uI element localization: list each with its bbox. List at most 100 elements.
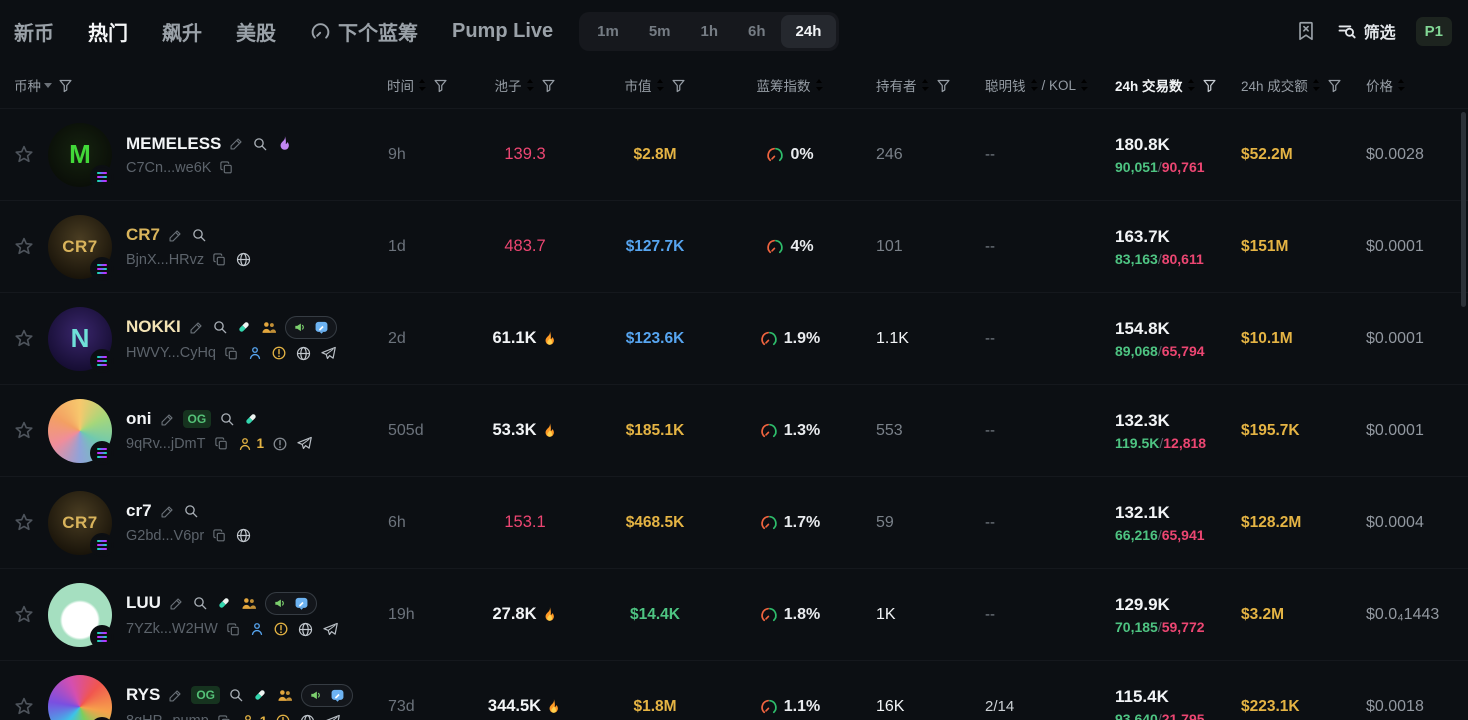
- scrollbar-thumb[interactable]: [1461, 112, 1466, 307]
- favorite-star-button[interactable]: [12, 419, 36, 443]
- favorite-star-button[interactable]: [12, 511, 36, 535]
- funnel-icon[interactable]: [58, 78, 73, 93]
- copy-address-icon[interactable]: [212, 252, 227, 267]
- edit-pencil-icon[interactable]: [168, 688, 183, 703]
- sort-icon[interactable]: [815, 78, 823, 92]
- table-row[interactable]: M MEMELESS OG C7C: [0, 108, 1468, 200]
- telegram-icon[interactable]: [324, 713, 341, 720]
- edit-pencil-icon[interactable]: [229, 136, 244, 151]
- column-header-bluechip[interactable]: 蓝筹指数: [720, 75, 860, 95]
- search-token-icon[interactable]: [219, 411, 235, 427]
- funnel-icon[interactable]: [936, 78, 951, 93]
- warning-icon[interactable]: [271, 345, 287, 361]
- copy-address-icon[interactable]: [214, 436, 229, 451]
- sort-icon[interactable]: [1187, 78, 1195, 92]
- bookmark-dismiss-button[interactable]: [1295, 20, 1317, 42]
- creator-person-icon[interactable]: [237, 436, 253, 452]
- nav-tab[interactable]: 飙升: [162, 17, 202, 46]
- token-name[interactable]: CR7: [126, 225, 161, 244]
- search-token-icon[interactable]: [212, 319, 228, 335]
- table-row[interactable]: RYS OG 8gHP...pump 1: [0, 660, 1468, 720]
- nav-tab[interactable]: 热门: [88, 17, 128, 46]
- warning-icon[interactable]: [275, 713, 291, 720]
- sort-icon[interactable]: [526, 78, 534, 92]
- table-row[interactable]: LUU OG 7YZk...W2HW: [0, 568, 1468, 660]
- copy-address-icon[interactable]: [226, 622, 241, 637]
- nav-tab[interactable]: Pump Live: [452, 19, 554, 42]
- warning-icon[interactable]: [273, 621, 289, 637]
- funnel-icon[interactable]: [671, 78, 686, 93]
- funnel-icon[interactable]: [1327, 78, 1342, 93]
- creator-person-icon[interactable]: [240, 713, 256, 720]
- website-globe-icon[interactable]: [297, 621, 314, 638]
- time-filter-button[interactable]: 1m: [582, 15, 634, 48]
- token-name[interactable]: cr7: [126, 501, 152, 520]
- time-filter-button[interactable]: 6h: [733, 15, 781, 48]
- sort-icon[interactable]: [1312, 78, 1320, 92]
- table-row[interactable]: CR7 cr7 OG G2bd..: [0, 476, 1468, 568]
- copy-address-icon[interactable]: [212, 528, 227, 543]
- favorite-star-button[interactable]: [12, 143, 36, 167]
- search-token-icon[interactable]: [192, 595, 208, 611]
- edit-pencil-icon[interactable]: [169, 596, 184, 611]
- edit-pencil-icon[interactable]: [160, 504, 175, 519]
- telegram-icon[interactable]: [296, 435, 313, 452]
- filter-button[interactable]: 筛选: [1337, 19, 1396, 43]
- column-header-age[interactable]: 时间: [370, 75, 460, 95]
- column-header-price[interactable]: 价格: [1350, 75, 1468, 95]
- website-globe-icon[interactable]: [295, 345, 312, 362]
- column-header-24h-volume[interactable]: 24h 成交额: [1235, 75, 1350, 95]
- nav-tab[interactable]: 新币: [14, 17, 54, 46]
- table-row[interactable]: oni OG 9qRv...jDmT 1: [0, 384, 1468, 476]
- token-name[interactable]: LUU: [126, 593, 161, 612]
- sort-icon[interactable]: [1397, 78, 1405, 92]
- sort-icon[interactable]: [1080, 78, 1088, 92]
- favorite-star-button[interactable]: [12, 603, 36, 627]
- token-avatar[interactable]: M: [48, 122, 114, 189]
- column-header-holders[interactable]: 持有者: [860, 75, 965, 95]
- search-token-icon[interactable]: [183, 503, 199, 519]
- token-avatar[interactable]: [48, 582, 114, 649]
- funnel-icon[interactable]: [433, 78, 448, 93]
- favorite-star-button[interactable]: [12, 327, 36, 351]
- website-globe-icon[interactable]: [235, 527, 252, 544]
- search-token-icon[interactable]: [228, 687, 244, 703]
- funnel-icon[interactable]: [541, 78, 556, 93]
- token-avatar[interactable]: CR7: [48, 214, 114, 281]
- column-header-24h-txns[interactable]: 24h 交易数: [1105, 75, 1235, 95]
- time-filter-button[interactable]: 1h: [686, 15, 734, 48]
- warning-icon[interactable]: [272, 436, 288, 452]
- column-header-pool[interactable]: 池子: [460, 75, 590, 95]
- token-avatar[interactable]: [48, 398, 114, 465]
- edit-pencil-icon[interactable]: [189, 320, 204, 335]
- edit-pencil-icon[interactable]: [168, 228, 183, 243]
- search-token-icon[interactable]: [252, 136, 268, 152]
- creator-person-icon[interactable]: [249, 621, 265, 637]
- preset-p1-badge[interactable]: P1: [1415, 16, 1452, 46]
- nav-tab[interactable]: 下个蓝筹: [310, 17, 418, 46]
- funnel-icon[interactable]: [1202, 78, 1217, 93]
- token-name[interactable]: NOKKI: [126, 317, 181, 336]
- table-row[interactable]: CR7 CR7 OG BjnX..: [0, 200, 1468, 292]
- time-filter-button[interactable]: 24h: [780, 14, 837, 48]
- token-avatar[interactable]: N: [48, 306, 114, 373]
- search-token-icon[interactable]: [191, 227, 207, 243]
- nav-tab[interactable]: 美股: [236, 17, 276, 46]
- sort-icon[interactable]: [656, 78, 664, 92]
- telegram-icon[interactable]: [322, 621, 339, 638]
- table-row[interactable]: N NOKKI OG HWVY..: [0, 292, 1468, 384]
- sort-icon[interactable]: [921, 78, 929, 92]
- sort-icon[interactable]: [1030, 78, 1038, 92]
- copy-address-icon[interactable]: [224, 346, 239, 361]
- copy-address-icon[interactable]: [217, 714, 232, 720]
- favorite-star-button[interactable]: [12, 235, 36, 259]
- sort-icon[interactable]: [418, 78, 426, 92]
- edit-pencil-icon[interactable]: [160, 412, 175, 427]
- website-globe-icon[interactable]: [299, 713, 316, 720]
- token-name[interactable]: RYS: [126, 685, 161, 704]
- token-name[interactable]: MEMELESS: [126, 133, 222, 153]
- column-header-marketcap[interactable]: 市值: [590, 75, 720, 95]
- creator-person-icon[interactable]: [247, 345, 263, 361]
- copy-address-icon[interactable]: [219, 160, 234, 175]
- token-avatar[interactable]: [48, 674, 114, 720]
